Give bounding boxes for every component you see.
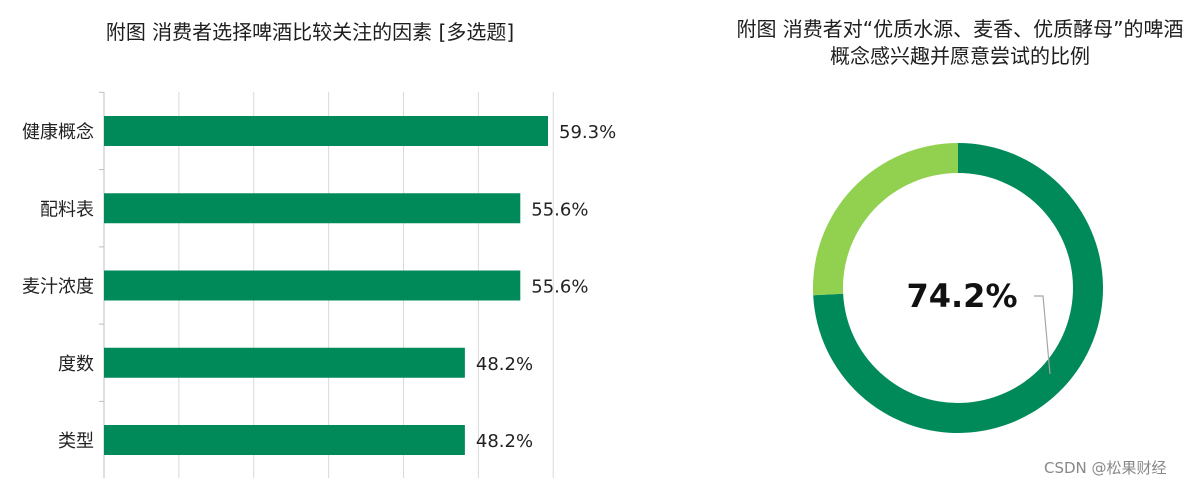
bar — [104, 425, 465, 455]
data-label: 48.2% — [476, 431, 533, 452]
bar-chart-title: 附图 消费者选择啤酒比较关注的因素 [多选题] — [105, 20, 515, 44]
watermark: CSDN @松果财经 — [1044, 459, 1167, 477]
category-label: 类型 — [58, 431, 94, 452]
bar — [104, 193, 521, 224]
data-label: 48.2% — [476, 354, 533, 375]
data-label: 55.6% — [531, 277, 588, 298]
leader-line — [1034, 295, 1051, 375]
data-label: 59.3% — [559, 122, 616, 143]
bar — [104, 347, 465, 378]
donut-chart-title: 附图 消费者对“优质水源、麦香、优质酵母”的啤酒概念感兴趣并愿意尝试的比例 — [736, 17, 1184, 68]
donut-slice — [813, 143, 958, 296]
bar — [104, 270, 521, 301]
category-label: 度数 — [58, 354, 94, 375]
category-label: 麦汁浓度 — [22, 277, 94, 298]
donut-center-label: 74.2% — [906, 277, 1017, 315]
bar-chart: 健康概念 59.3% 配料表 55.6% 麦汁浓度 55.6% 度数 48.2% 类型 48.2% — [22, 91, 616, 478]
category-label: 健康概念 — [22, 121, 94, 143]
category-label: 配料表 — [40, 199, 94, 220]
bar — [104, 116, 548, 146]
data-label: 55.6% — [531, 199, 588, 220]
